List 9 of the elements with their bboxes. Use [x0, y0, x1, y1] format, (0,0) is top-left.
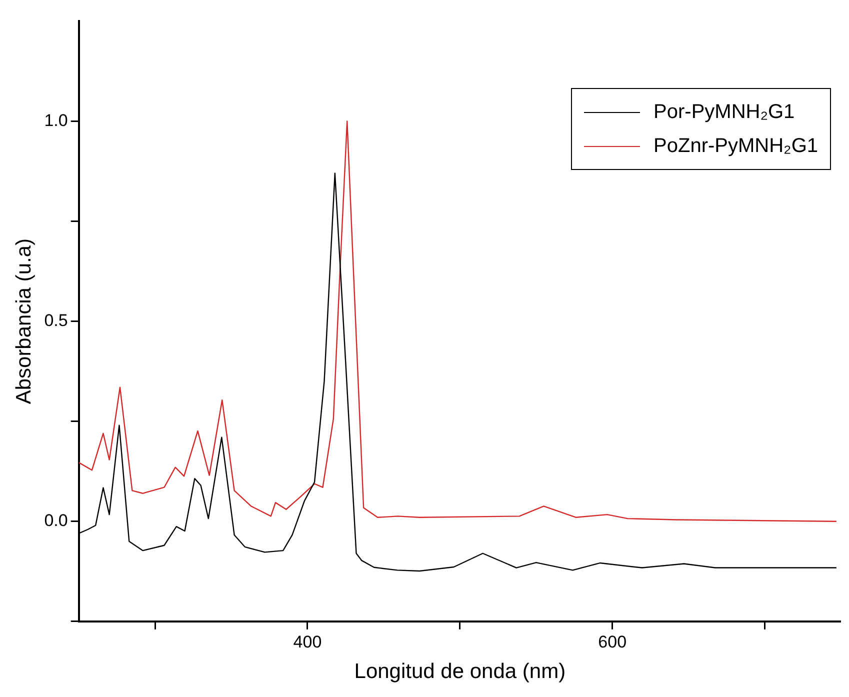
legend-label: Por-PyMNH₂G1	[654, 100, 795, 124]
y-axis-title: Absorbancia (u.a)	[12, 238, 36, 404]
y-tick-label: 0.0	[44, 511, 68, 530]
x-axis-title: Longitud de onda (nm)	[354, 660, 566, 684]
y-tick-label: 0.5	[44, 310, 68, 330]
x-tick-label: 600	[598, 632, 627, 652]
y-tick-label: 1.0	[44, 110, 68, 130]
x-tick-label: 400	[293, 632, 322, 652]
legend-label: PoZnr-PyMNH₂G1	[654, 134, 818, 158]
